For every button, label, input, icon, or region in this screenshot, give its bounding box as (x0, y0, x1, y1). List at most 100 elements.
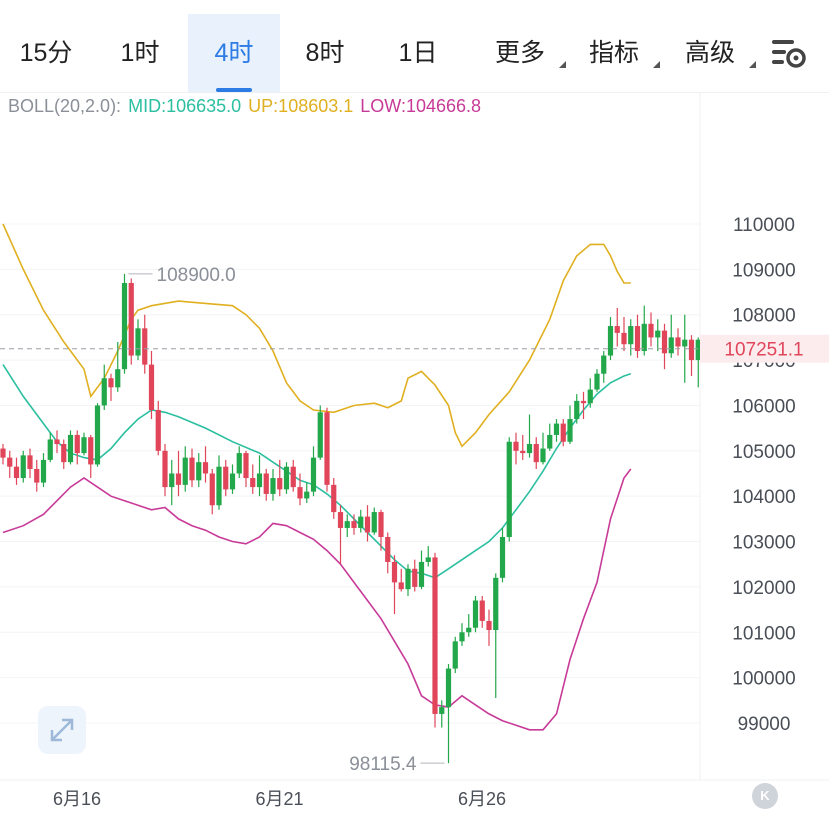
candle-body[interactable] (263, 473, 269, 494)
candle-body[interactable] (682, 339, 688, 347)
candle-body[interactable] (175, 473, 182, 485)
candle-body[interactable] (324, 412, 330, 485)
candle-body[interactable] (641, 323, 647, 352)
candle-body[interactable] (250, 478, 256, 488)
candle-body[interactable] (277, 478, 283, 490)
candle-body[interactable] (358, 516, 364, 528)
candle-body[interactable] (27, 455, 33, 469)
candle-body[interactable] (614, 326, 620, 333)
candle-body[interactable] (540, 448, 546, 463)
candle-body[interactable] (115, 369, 121, 388)
candle-body[interactable] (634, 326, 641, 352)
candle-body[interactable] (459, 632, 465, 642)
candle-body[interactable] (182, 457, 188, 485)
candle-body[interactable] (621, 332, 627, 345)
candle-body[interactable] (317, 412, 323, 458)
candle-body[interactable] (189, 457, 195, 481)
candle-body[interactable] (108, 378, 114, 388)
candle-body[interactable] (7, 457, 13, 467)
candle-body[interactable] (223, 466, 229, 490)
candle-body[interactable] (304, 491, 310, 499)
candle-body[interactable] (412, 568, 418, 587)
candle-body[interactable] (486, 620, 492, 631)
candle-body[interactable] (121, 282, 128, 370)
tab-1[interactable]: 1时 (100, 14, 180, 92)
candle-body[interactable] (675, 337, 681, 347)
candle-body[interactable] (243, 453, 249, 479)
candle-body[interactable] (526, 444, 533, 454)
candle-body[interactable] (162, 450, 168, 488)
tab-3[interactable]: 8时 (282, 14, 368, 92)
candle-body[interactable] (560, 423, 566, 442)
candle-body[interactable] (594, 373, 600, 390)
expand-arrows-icon[interactable] (38, 706, 86, 754)
tab-4[interactable]: 1日 (375, 14, 461, 92)
candle-body[interactable] (229, 473, 236, 490)
candle-body[interactable] (209, 473, 215, 506)
candle-body[interactable] (0, 448, 6, 458)
candle-body[interactable] (297, 487, 303, 499)
candle-body[interactable] (196, 462, 202, 481)
candle-body[interactable] (547, 434, 553, 449)
candle-body[interactable] (391, 561, 398, 583)
candle-body[interactable] (364, 516, 371, 533)
candle-body[interactable] (452, 641, 458, 669)
candle-body[interactable] (13, 466, 20, 479)
candle-body[interactable] (688, 339, 695, 361)
candle-body[interactable] (587, 389, 593, 404)
candle-body[interactable] (580, 400, 587, 404)
candle-body[interactable] (337, 512, 344, 528)
candle-body[interactable] (553, 423, 560, 435)
candle-body[interactable] (169, 473, 175, 488)
candle-body[interactable] (148, 364, 155, 410)
candle-body[interactable] (135, 328, 141, 356)
candle-body[interactable] (331, 484, 337, 513)
candle-body[interactable] (290, 466, 296, 488)
candle-body[interactable] (61, 444, 67, 463)
tab-6[interactable]: 指标 (572, 14, 660, 92)
candle-body[interactable] (648, 323, 654, 338)
candle-body[interactable] (74, 434, 80, 454)
candle-body[interactable] (466, 627, 472, 633)
candle-body[interactable] (655, 330, 661, 338)
candle-body[interactable] (40, 459, 47, 483)
candle-body[interactable] (425, 557, 431, 562)
candle-body[interactable] (601, 355, 607, 374)
candle-body[interactable] (398, 582, 404, 590)
candle-body[interactable] (371, 512, 377, 533)
candle-body[interactable] (101, 378, 107, 406)
candle-body[interactable] (695, 339, 701, 361)
candle-body[interactable] (520, 450, 526, 454)
chart-settings-icon[interactable] (768, 34, 810, 74)
candle-body[interactable] (405, 568, 411, 590)
candle-body[interactable] (385, 537, 391, 562)
candle-body[interactable] (567, 419, 573, 442)
candle-body[interactable] (472, 600, 479, 628)
candle-body[interactable] (216, 466, 222, 506)
candle-body[interactable] (607, 326, 614, 356)
candle-body[interactable] (54, 439, 60, 445)
candle-body[interactable] (283, 466, 290, 490)
candle-body[interactable] (574, 400, 580, 420)
candle-body[interactable] (351, 521, 357, 528)
candle-body[interactable] (142, 328, 148, 365)
candle-body[interactable] (344, 521, 350, 528)
candle-body[interactable] (34, 468, 40, 483)
candle-body[interactable] (493, 577, 499, 631)
candle-body[interactable] (94, 405, 101, 465)
candle-body[interactable] (128, 282, 134, 356)
candle-body[interactable] (20, 455, 26, 479)
candle-body[interactable] (67, 434, 74, 463)
candle-body[interactable] (256, 473, 263, 488)
tab-7[interactable]: 高级 (668, 14, 756, 92)
candle-body[interactable] (202, 462, 209, 474)
candle-body[interactable] (418, 561, 425, 587)
tab-0[interactable]: 15分 (10, 14, 82, 92)
candle-body[interactable] (661, 330, 668, 354)
candle-body[interactable] (155, 409, 161, 451)
candlestick-chart[interactable]: 1100001090001080001070001060001050001040… (0, 92, 829, 818)
candle-body[interactable] (668, 337, 674, 354)
candle-body[interactable] (47, 439, 53, 460)
candle-body[interactable] (533, 444, 539, 463)
tab-2[interactable]: 4时 (188, 14, 280, 92)
